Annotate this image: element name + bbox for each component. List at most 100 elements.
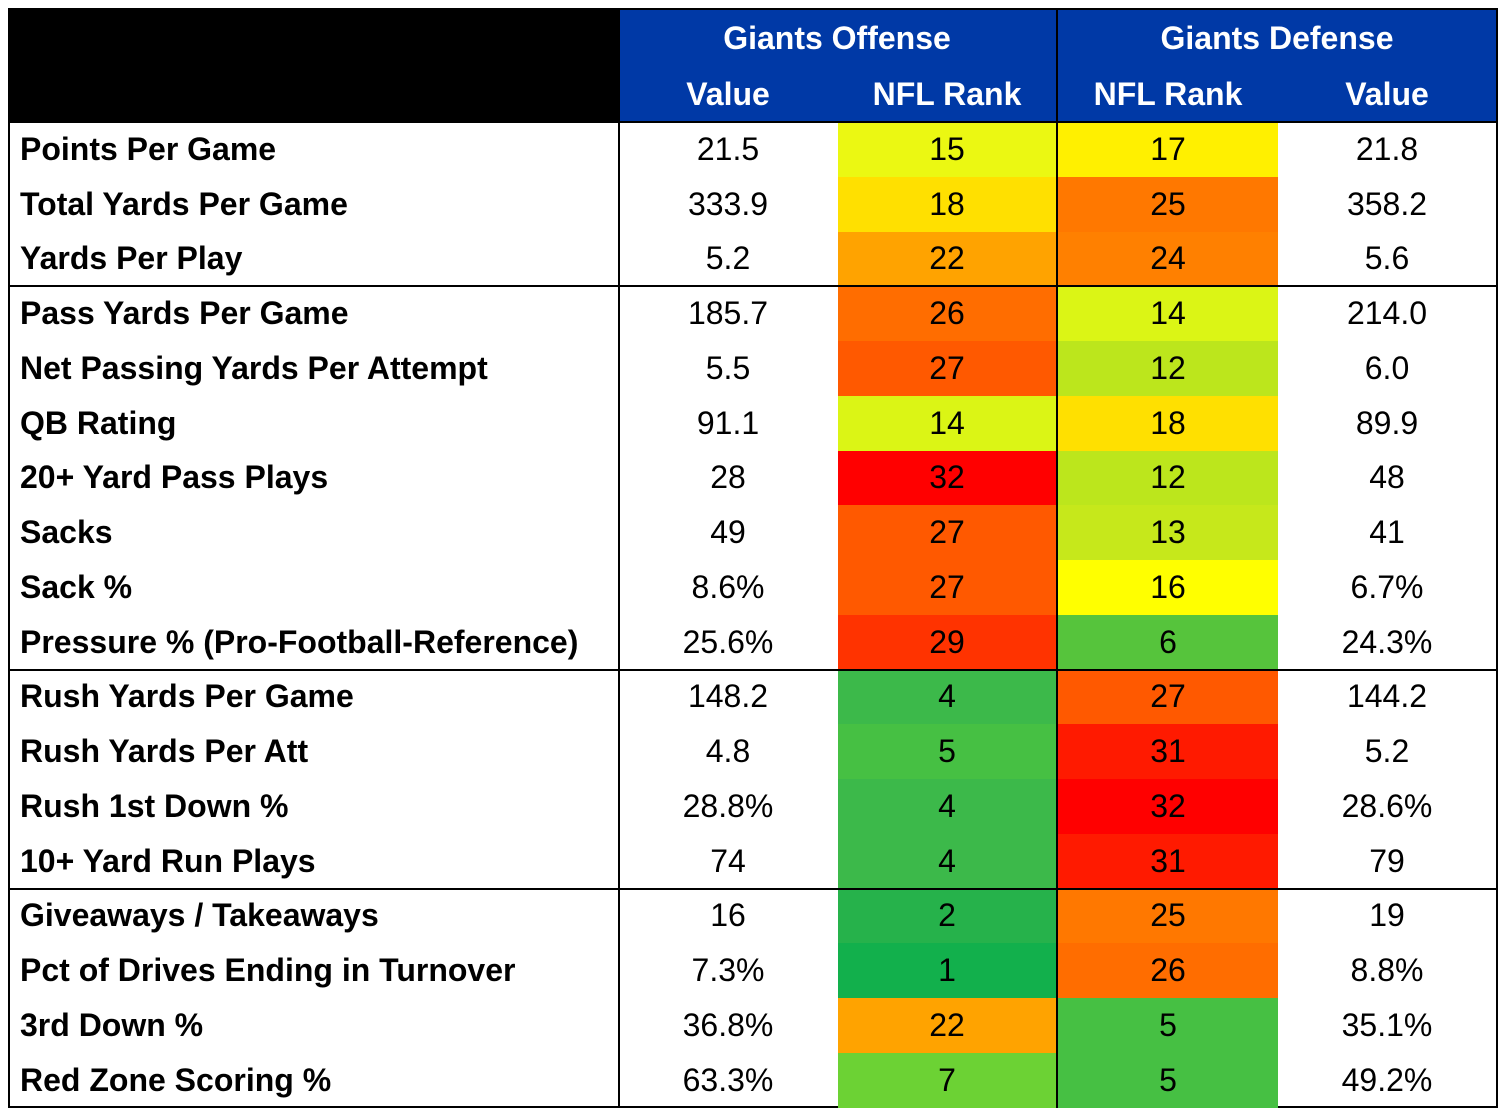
defense-rank: 27 — [1058, 669, 1278, 725]
offense-rank: 32 — [838, 450, 1056, 506]
column-divider — [618, 10, 620, 1106]
defense-rank: 32 — [1058, 779, 1278, 834]
defense-value: 35.1% — [1341, 1006, 1433, 1043]
metric-label: Net Passing Yards Per Attempt — [20, 349, 488, 386]
table-row: 20+ Yard Pass Plays 28 32 12 48 — [10, 450, 1496, 506]
table-row: Sack % 8.6% 27 16 6.7% — [10, 560, 1496, 615]
table-row: 10+ Yard Run Plays 74 4 31 79 — [10, 833, 1496, 889]
table-row: Giveaways / Takeaways 16 2 25 19 — [10, 888, 1496, 944]
offense-rank: 4 — [838, 669, 1056, 725]
offense-rank: 14 — [838, 395, 1056, 451]
offense-rank: 26 — [838, 286, 1056, 341]
offense-value: 333.9 — [687, 185, 769, 222]
defense-value: 28.6% — [1341, 787, 1433, 824]
defense-rank: 12 — [1058, 341, 1278, 396]
defense-value: 19 — [1369, 897, 1405, 934]
offense-rank: 18 — [838, 176, 1056, 232]
metric-label: Pressure % (Pro-Football-Reference) — [20, 623, 579, 660]
offense-rank: 15 — [838, 122, 1056, 177]
table-row: Pct of Drives Ending in Turnover 7.3% 1 26 8… — [10, 943, 1496, 998]
metric-label: Sacks — [20, 514, 113, 551]
table-row: Net Passing Yards Per Attempt 5.5 27 12 6.0 — [10, 341, 1496, 396]
offense-title: Giants Offense — [723, 20, 951, 56]
offense-value: 148.2 — [687, 678, 769, 715]
defense-value: 214.0 — [1346, 295, 1428, 332]
offense-rank: 1 — [838, 943, 1056, 998]
table-row: 3rd Down % 36.8% 22 5 35.1% — [10, 998, 1496, 1053]
table-row: Rush Yards Per Att 4.8 5 31 5.2 — [10, 724, 1496, 779]
defense-rank: 31 — [1058, 724, 1278, 779]
metric-label: Total Yards Per Game — [20, 185, 348, 222]
section-divider — [10, 285, 1496, 288]
defense-value: 8.8% — [1350, 952, 1424, 989]
defense-value: 5.6 — [1364, 240, 1410, 277]
header-blank — [10, 10, 618, 122]
defense-rank: 5 — [1058, 998, 1278, 1053]
table-row: Points Per Game 21.5 15 17 21.8 — [10, 122, 1496, 177]
metric-label: Points Per Game — [20, 130, 277, 167]
section-divider — [10, 887, 1496, 890]
offense-value: 185.7 — [687, 295, 769, 332]
table-row: QB Rating 91.1 14 18 89.9 — [10, 395, 1496, 451]
metric-label: 3rd Down % — [20, 1006, 204, 1043]
offense-header: Giants Offense Value NFL Rank — [618, 10, 1056, 122]
stats-table: Giants Offense Value NFL Rank Giants Def… — [8, 8, 1498, 1108]
defense-rank: 24 — [1058, 231, 1278, 287]
table-row: Rush Yards Per Game 148.2 4 27 144.2 — [10, 669, 1496, 725]
defense-rank: 6 — [1058, 614, 1278, 670]
table-row: Yards Per Play 5.2 22 24 5.6 — [10, 231, 1496, 287]
defense-value: 21.8 — [1355, 130, 1419, 167]
table-row: Pass Yards Per Game 185.7 26 14 214.0 — [10, 286, 1496, 341]
offense-rank: 27 — [838, 341, 1056, 396]
table-row: Rush 1st Down % 28.8% 4 32 28.6% — [10, 779, 1496, 834]
offense-rank: 2 — [838, 888, 1056, 944]
defense-value-label: Value — [1345, 76, 1429, 112]
defense-rank: 18 — [1058, 395, 1278, 451]
table-row: Pressure % (Pro-Football-Reference) 25.6%… — [10, 614, 1496, 670]
offense-value: 5.5 — [705, 349, 751, 386]
column-divider — [1056, 10, 1058, 1106]
defense-rank: 17 — [1058, 122, 1278, 177]
offense-value: 36.8% — [682, 1006, 774, 1043]
offense-rank-label: NFL Rank — [872, 76, 1022, 112]
offense-value: 28 — [710, 459, 746, 496]
defense-value: 41 — [1369, 514, 1405, 551]
table-row: Total Yards Per Game 333.9 18 25 358.2 — [10, 176, 1496, 232]
metric-label: Rush Yards Per Game — [20, 678, 354, 715]
table-row: Sacks 49 27 13 41 — [10, 505, 1496, 560]
metric-label: Rush 1st Down % — [20, 787, 289, 824]
offense-rank: 4 — [838, 833, 1056, 889]
metric-label: Pass Yards Per Game — [20, 295, 349, 332]
defense-value: 6.7% — [1350, 568, 1424, 605]
offense-value: 16 — [710, 897, 746, 934]
defense-value: 79 — [1369, 842, 1405, 879]
offense-rank: 5 — [838, 724, 1056, 779]
offense-value-label: Value — [686, 76, 770, 112]
defense-rank: 12 — [1058, 450, 1278, 506]
defense-rank: 13 — [1058, 505, 1278, 560]
metric-label: Pct of Drives Ending in Turnover — [20, 952, 516, 989]
metric-label: Rush Yards Per Att — [20, 733, 309, 770]
defense-rank: 25 — [1058, 176, 1278, 232]
metric-label: Red Zone Scoring % — [20, 1061, 332, 1098]
metric-label: 20+ Yard Pass Plays — [20, 459, 329, 496]
offense-value: 28.8% — [682, 787, 774, 824]
defense-value: 6.0 — [1364, 349, 1410, 386]
offense-rank: 4 — [838, 779, 1056, 834]
defense-value: 144.2 — [1346, 678, 1428, 715]
table-row: Red Zone Scoring % 63.3% 7 5 49.2% — [10, 1052, 1496, 1108]
offense-value: 8.6% — [691, 568, 765, 605]
defense-title: Giants Defense — [1160, 20, 1394, 56]
defense-header: Giants Defense NFL Rank Value — [1058, 10, 1496, 122]
offense-rank: 27 — [838, 505, 1056, 560]
offense-value: 5.2 — [705, 240, 751, 277]
offense-rank: 27 — [838, 560, 1056, 615]
defense-rank: 31 — [1058, 833, 1278, 889]
metric-label: Sack % — [20, 568, 133, 605]
defense-value: 48 — [1369, 459, 1405, 496]
defense-rank: 16 — [1058, 560, 1278, 615]
offense-value: 4.8 — [705, 733, 751, 770]
metric-label: QB Rating — [20, 404, 177, 441]
offense-rank: 29 — [838, 614, 1056, 670]
defense-rank: 25 — [1058, 888, 1278, 944]
